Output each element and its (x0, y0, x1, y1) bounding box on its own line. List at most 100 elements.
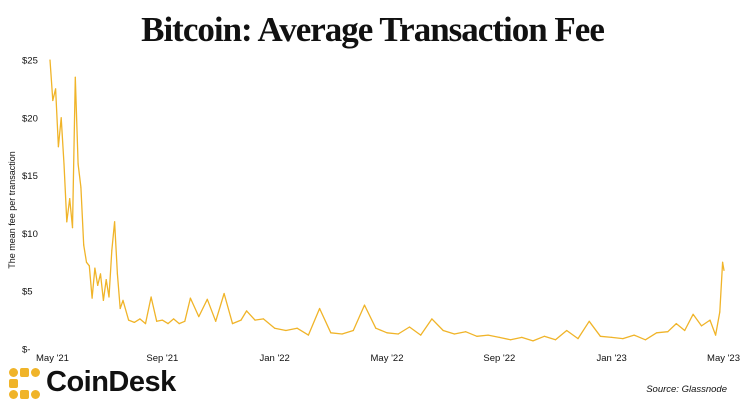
data-point (189, 297, 191, 299)
data-point (133, 321, 135, 323)
data-point (55, 88, 57, 90)
data-point (99, 273, 102, 275)
data-point (122, 299, 124, 301)
x-tick-label: Jan '23 (596, 353, 626, 364)
data-point (246, 310, 248, 312)
x-tick-label: May '21 (36, 353, 69, 364)
y-tick-label: $5 (22, 287, 33, 298)
data-point (262, 318, 264, 320)
data-point (296, 327, 298, 329)
data-point (709, 319, 711, 321)
data-point (57, 146, 60, 148)
data-point (91, 297, 93, 299)
x-axis-ticks: May '21 Sep '21 Jan '22 May '22 Sep '22 Jan '… (36, 353, 740, 364)
data-point (341, 333, 343, 335)
data-point (52, 99, 54, 102)
x-tick-label: Sep '21 (146, 353, 178, 364)
data-point (692, 313, 694, 315)
data-point (532, 340, 534, 342)
data-point (119, 307, 121, 310)
data-point (431, 318, 433, 320)
data-point (74, 76, 76, 78)
y-tick-label: $10 (22, 229, 38, 240)
data-point (215, 320, 217, 322)
y-axis-label: The mean fee per transaction (7, 151, 17, 269)
data-point (675, 323, 677, 325)
x-tick-label: Sep '22 (483, 353, 515, 364)
data-point (319, 307, 321, 310)
data-point (69, 198, 71, 200)
data-point (85, 261, 88, 263)
data-point (363, 304, 366, 306)
data-point (116, 273, 118, 275)
data-point (420, 334, 422, 336)
data-point (554, 339, 557, 341)
data-point (633, 334, 635, 336)
y-tick-label: $15 (22, 171, 38, 182)
chart-title: Bitcoin: Average Transaction Fee (141, 10, 605, 49)
data-point (397, 333, 399, 335)
data-point (150, 296, 152, 298)
data-point (83, 244, 85, 246)
data-point (223, 292, 225, 295)
y-tick-label: $20 (22, 113, 38, 124)
data-point (588, 320, 590, 322)
data-point (198, 316, 200, 318)
data-point (611, 336, 613, 338)
data-point (599, 335, 602, 337)
data-point (184, 320, 186, 322)
data-point (453, 333, 455, 335)
data-point (60, 117, 62, 119)
data-point (487, 334, 489, 336)
data-point (684, 329, 686, 332)
data-point (476, 335, 478, 337)
data-point (111, 250, 113, 252)
series-line (49, 59, 725, 342)
series-group (49, 59, 725, 342)
data-point (144, 323, 147, 325)
data-point (108, 296, 110, 298)
data-point (105, 279, 107, 281)
data-point (667, 331, 669, 333)
data-point (719, 311, 721, 313)
data-point (521, 336, 523, 338)
data-point (206, 298, 208, 300)
data-point (510, 339, 512, 341)
y-axis-label-group: The mean fee per transaction (7, 151, 17, 269)
data-point (386, 332, 388, 334)
data-point (231, 323, 234, 325)
x-tick-label: Jan '22 (259, 353, 289, 364)
data-point (63, 163, 65, 165)
data-point (173, 318, 175, 320)
data-point (577, 338, 579, 340)
data-point (161, 319, 163, 321)
data-point (66, 221, 68, 223)
data-point (274, 327, 276, 329)
data-point (715, 334, 717, 336)
data-point (254, 319, 256, 321)
data-point (80, 186, 82, 188)
data-point (97, 284, 99, 286)
data-point (77, 163, 79, 165)
y-tick-label: $- (22, 345, 30, 356)
data-point (722, 261, 724, 263)
data-point (94, 267, 96, 269)
data-point (114, 221, 116, 223)
data-point (330, 332, 332, 334)
data-point (167, 323, 169, 325)
data-point (656, 332, 658, 334)
data-point (465, 331, 467, 333)
data-point (307, 334, 309, 336)
y-tick-label: $25 (22, 56, 38, 67)
data-point (88, 265, 90, 267)
data-point (566, 329, 568, 332)
data-point (71, 227, 74, 229)
data-point (285, 329, 287, 332)
data-point (375, 327, 377, 329)
data-point (352, 329, 354, 332)
data-point (240, 319, 242, 321)
data-point (408, 326, 411, 328)
data-point (178, 323, 180, 325)
data-point (102, 299, 104, 301)
